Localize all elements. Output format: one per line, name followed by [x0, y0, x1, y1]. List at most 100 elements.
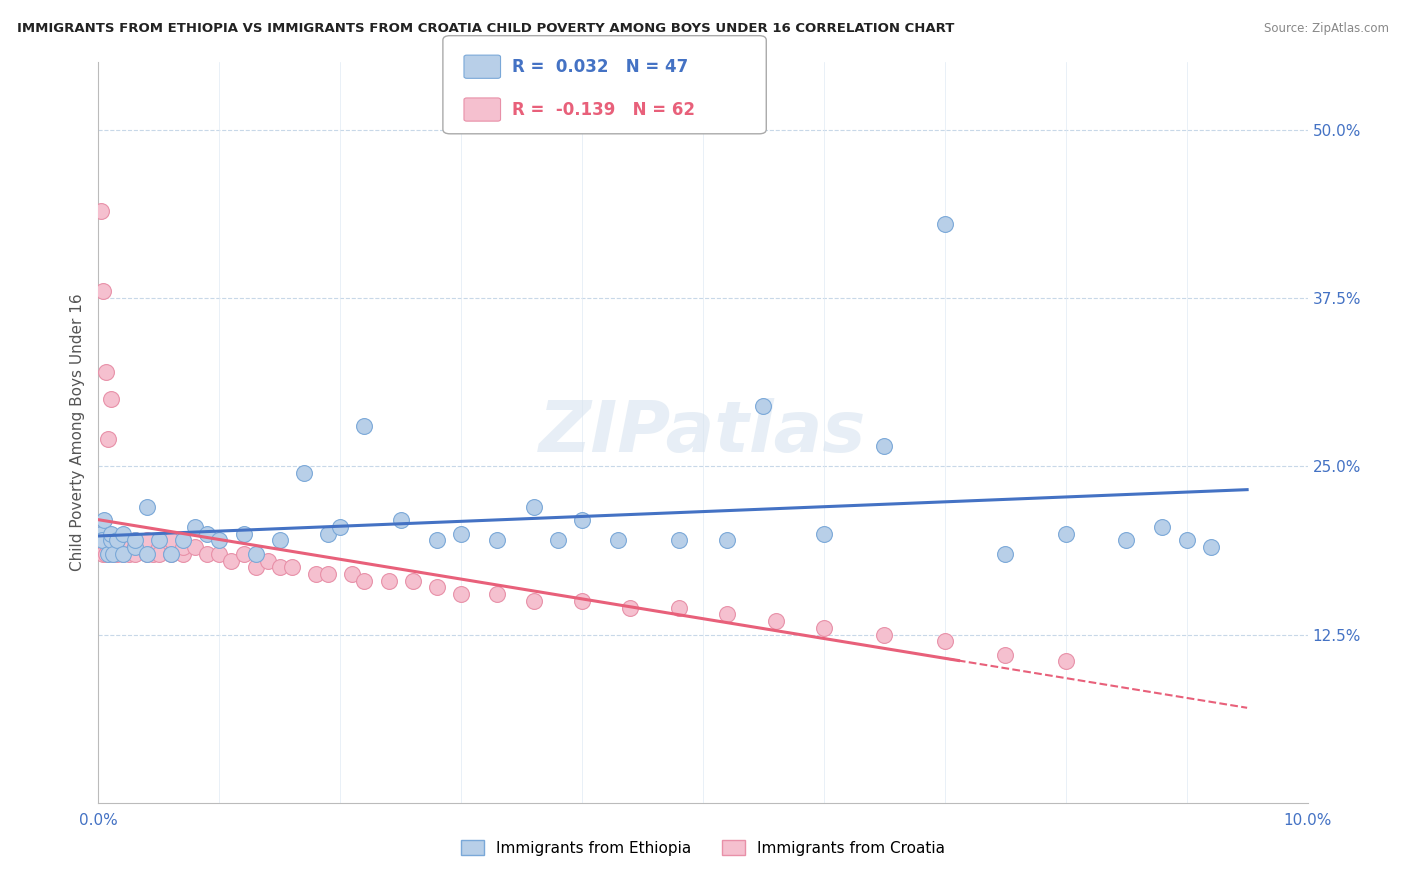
Immigrants from Ethiopia	[101, 547, 124, 561]
Immigrants from Ethiopia	[1199, 540, 1222, 554]
Immigrants from Ethiopia	[124, 533, 146, 548]
Immigrants from Croatia	[716, 607, 738, 622]
Immigrants from Croatia	[135, 533, 157, 548]
Immigrants from Croatia	[114, 533, 136, 548]
Immigrants from Croatia	[232, 547, 254, 561]
Immigrants from Ethiopia	[571, 513, 593, 527]
Immigrants from Ethiopia	[208, 533, 231, 548]
Immigrants from Croatia	[765, 614, 787, 628]
Immigrants from Ethiopia	[752, 399, 775, 413]
Immigrants from Ethiopia	[105, 533, 128, 548]
Immigrants from Croatia	[208, 547, 231, 561]
Text: ZIPatlas: ZIPatlas	[540, 398, 866, 467]
Y-axis label: Child Poverty Among Boys Under 16: Child Poverty Among Boys Under 16	[69, 293, 84, 572]
Immigrants from Ethiopia	[1115, 533, 1137, 548]
Legend: Immigrants from Ethiopia, Immigrants from Croatia: Immigrants from Ethiopia, Immigrants fro…	[456, 834, 950, 862]
Immigrants from Croatia	[101, 547, 124, 561]
Immigrants from Croatia	[135, 547, 157, 561]
Immigrants from Ethiopia	[668, 533, 690, 548]
Immigrants from Croatia	[256, 553, 278, 567]
Immigrants from Ethiopia	[195, 526, 218, 541]
Immigrants from Ethiopia	[148, 533, 170, 548]
Immigrants from Croatia	[97, 433, 120, 447]
Immigrants from Croatia	[486, 587, 509, 601]
Immigrants from Croatia	[108, 540, 131, 554]
Immigrants from Croatia	[450, 587, 472, 601]
Immigrants from Croatia	[124, 533, 146, 548]
Immigrants from Croatia	[305, 566, 328, 581]
Immigrants from Croatia	[281, 560, 304, 574]
Immigrants from Croatia	[353, 574, 375, 588]
Immigrants from Ethiopia	[111, 547, 134, 561]
Immigrants from Ethiopia	[135, 500, 157, 514]
Immigrants from Croatia	[571, 594, 593, 608]
Immigrants from Croatia	[160, 533, 183, 548]
Immigrants from Ethiopia	[1175, 533, 1198, 548]
Immigrants from Ethiopia	[873, 439, 896, 453]
Immigrants from Ethiopia	[426, 533, 449, 548]
Immigrants from Ethiopia	[97, 547, 120, 561]
Immigrants from Ethiopia	[547, 533, 569, 548]
Immigrants from Ethiopia	[934, 217, 956, 231]
Immigrants from Croatia	[377, 574, 399, 588]
Immigrants from Croatia	[668, 600, 690, 615]
Immigrants from Croatia	[1054, 655, 1077, 669]
Immigrants from Croatia	[100, 533, 122, 548]
Immigrants from Croatia	[184, 540, 207, 554]
Immigrants from Croatia	[111, 547, 134, 561]
Immigrants from Ethiopia	[232, 526, 254, 541]
Text: R =  0.032   N = 47: R = 0.032 N = 47	[512, 58, 688, 76]
Immigrants from Ethiopia	[269, 533, 291, 548]
Immigrants from Croatia	[91, 547, 114, 561]
Immigrants from Ethiopia	[523, 500, 546, 514]
Immigrants from Ethiopia	[245, 547, 267, 561]
Immigrants from Ethiopia	[100, 526, 122, 541]
Immigrants from Ethiopia	[90, 526, 112, 541]
Immigrants from Ethiopia	[124, 540, 146, 554]
Immigrants from Ethiopia	[172, 533, 194, 548]
Immigrants from Croatia	[100, 533, 122, 548]
Immigrants from Croatia	[118, 547, 141, 561]
Immigrants from Croatia	[873, 627, 896, 641]
Immigrants from Ethiopia	[329, 520, 352, 534]
Immigrants from Croatia	[111, 533, 134, 548]
Immigrants from Ethiopia	[1152, 520, 1174, 534]
Immigrants from Croatia	[129, 540, 152, 554]
Immigrants from Croatia	[523, 594, 546, 608]
Immigrants from Ethiopia	[994, 547, 1017, 561]
Immigrants from Croatia	[195, 547, 218, 561]
Immigrants from Croatia	[90, 203, 112, 218]
Immigrants from Croatia	[994, 648, 1017, 662]
Immigrants from Croatia	[91, 285, 114, 299]
Immigrants from Croatia	[813, 621, 835, 635]
Immigrants from Ethiopia	[450, 526, 472, 541]
Immigrants from Ethiopia	[316, 526, 339, 541]
Immigrants from Croatia	[160, 547, 183, 561]
Immigrants from Croatia	[402, 574, 425, 588]
Immigrants from Ethiopia	[160, 547, 183, 561]
Immigrants from Croatia	[90, 533, 112, 548]
Text: R =  -0.139   N = 62: R = -0.139 N = 62	[512, 101, 695, 119]
Immigrants from Ethiopia	[607, 533, 630, 548]
Immigrants from Ethiopia	[813, 526, 835, 541]
Immigrants from Croatia	[172, 540, 194, 554]
Immigrants from Ethiopia	[292, 466, 315, 480]
Immigrants from Ethiopia	[111, 526, 134, 541]
Immigrants from Ethiopia	[716, 533, 738, 548]
Immigrants from Ethiopia	[135, 547, 157, 561]
Immigrants from Croatia	[100, 392, 122, 406]
Immigrants from Croatia	[90, 526, 112, 541]
Immigrants from Ethiopia	[100, 533, 122, 548]
Text: IMMIGRANTS FROM ETHIOPIA VS IMMIGRANTS FROM CROATIA CHILD POVERTY AMONG BOYS UND: IMMIGRANTS FROM ETHIOPIA VS IMMIGRANTS F…	[17, 22, 955, 36]
Immigrants from Ethiopia	[353, 418, 375, 433]
Immigrants from Croatia	[619, 600, 641, 615]
Immigrants from Croatia	[103, 533, 125, 548]
Immigrants from Croatia	[172, 547, 194, 561]
Immigrants from Ethiopia	[184, 520, 207, 534]
Immigrants from Croatia	[124, 540, 146, 554]
Immigrants from Croatia	[148, 540, 170, 554]
Immigrants from Croatia	[93, 533, 115, 548]
Immigrants from Croatia	[91, 540, 114, 554]
Immigrants from Croatia	[89, 533, 111, 548]
Immigrants from Croatia	[269, 560, 291, 574]
